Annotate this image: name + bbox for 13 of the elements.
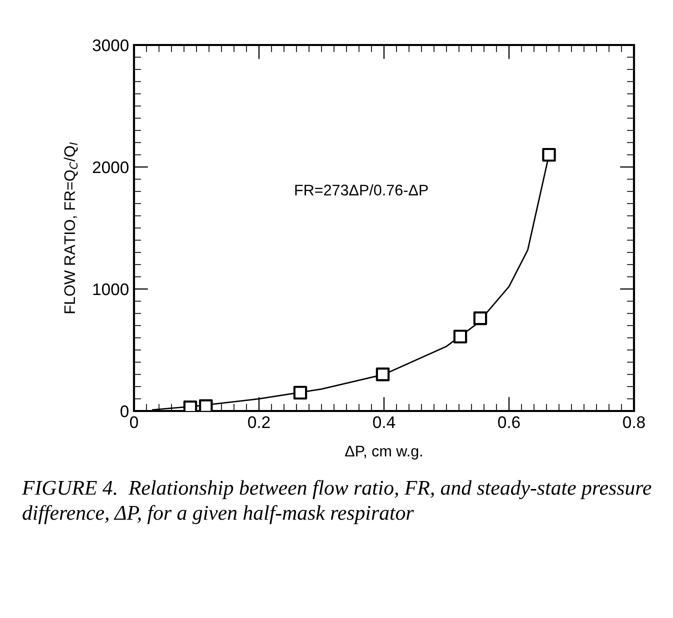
x-tick-label: 0.8 bbox=[623, 416, 645, 428]
x-tick-label: 0 bbox=[130, 416, 138, 428]
x-tick-label: 0.4 bbox=[373, 416, 396, 428]
x-axis-title: ΔP, cm w.g. bbox=[345, 446, 422, 460]
caption: FIGURE 4. Relationship between flow ratio, FR, and steady-state pressure difference, ΔP, for a given half-mask respirator bbox=[22, 480, 652, 524]
y-tick-label: 0 bbox=[120, 405, 128, 418]
y-tick-label: 2000 bbox=[92, 161, 128, 174]
annotation: FR=273ΔP/0.76-ΔP bbox=[295, 184, 428, 196]
y-axis-title: FLOW RATIO, FR=Q$_{C}$/Q$_{I}$ bbox=[64, 142, 78, 314]
x-tick-label: 0.2 bbox=[248, 416, 270, 428]
y-tick-label: 1000 bbox=[93, 283, 128, 296]
x-tick-label: 0.6 bbox=[498, 416, 520, 428]
y-tick-label: 3000 bbox=[92, 39, 128, 52]
